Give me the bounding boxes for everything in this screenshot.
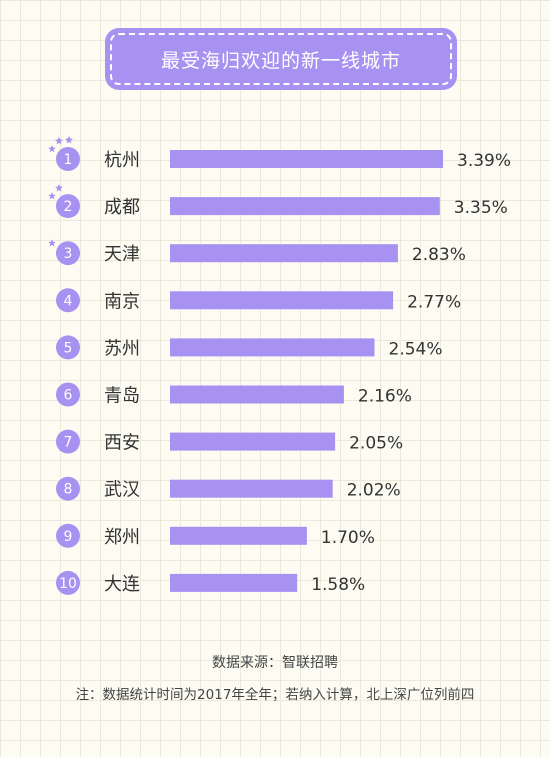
value-label: 3.35% [454,198,508,218]
rank-badge [56,570,80,595]
bar-chart: 1 杭州 3.39% 2 成都 3.35% 3 天津 2.83% 4 南京 2.77% 5 苏州 2.54%… [48,135,511,595]
value-label: 1.70% [321,528,375,548]
rank-badge [56,288,80,313]
value-label: 1.58% [311,575,365,595]
rank-number: 2 [64,199,73,215]
bar [170,197,440,216]
bar [170,385,344,404]
value-label: 2.54% [389,339,443,359]
category-label: 郑州 [104,527,140,548]
category-label: 西安 [104,433,140,454]
bar [170,573,298,592]
star-icon [48,192,56,200]
rank-badge [56,429,80,454]
rank-number: 5 [64,340,73,356]
rank-badge [56,335,80,360]
value-label: 2.83% [412,245,466,265]
rank-number: 7 [64,435,73,451]
star-icon [55,136,63,145]
category-label: 杭州 [104,150,140,171]
footnote: 注：数据统计时间为2017年全年；若纳入计算，北上深广位列前四 [75,687,475,703]
value-label: 3.39% [457,151,511,171]
title-banner: 最受海归欢迎的新一线城市 [107,30,455,88]
rank-badge [56,241,80,266]
rank-number: 8 [64,482,73,498]
bar [170,244,398,263]
rank-number: 10 [59,576,77,592]
rank-number: 9 [64,529,73,545]
data-source: 数据来源：智联招聘 [212,655,338,671]
rank-number: 4 [64,293,73,309]
category-label: 苏州 [104,338,140,359]
category-label: 武汉 [104,480,140,501]
bar [170,479,333,498]
value-label: 2.05% [349,434,403,454]
value-label: 2.02% [347,481,401,501]
bar [170,150,443,168]
category-label: 南京 [104,291,140,312]
bar [170,291,394,310]
category-label: 大连 [104,574,140,595]
category-label: 青岛 [104,386,140,407]
category-label: 天津 [104,244,140,265]
rank-badge [56,523,80,548]
value-label: 2.77% [407,292,461,312]
star-icon [55,183,63,192]
rank-badge [56,382,80,407]
bar [170,526,307,545]
star-icon [65,135,73,144]
category-label: 成都 [104,197,140,218]
rank-badge [56,476,80,501]
rank-number: 6 [64,388,73,404]
bar [170,432,336,451]
chart-title: 最受海归欢迎的新一线城市 [160,49,401,72]
star-icon [48,239,56,247]
title-dashed-border: 最受海归欢迎的新一线城市 [110,33,452,85]
rank-number: 3 [64,246,73,262]
rank-badge [56,194,80,219]
value-label: 2.16% [358,387,412,407]
rank-number: 1 [64,152,73,168]
star-icon [48,145,56,153]
rank-badge [56,147,80,171]
bar [170,338,375,357]
